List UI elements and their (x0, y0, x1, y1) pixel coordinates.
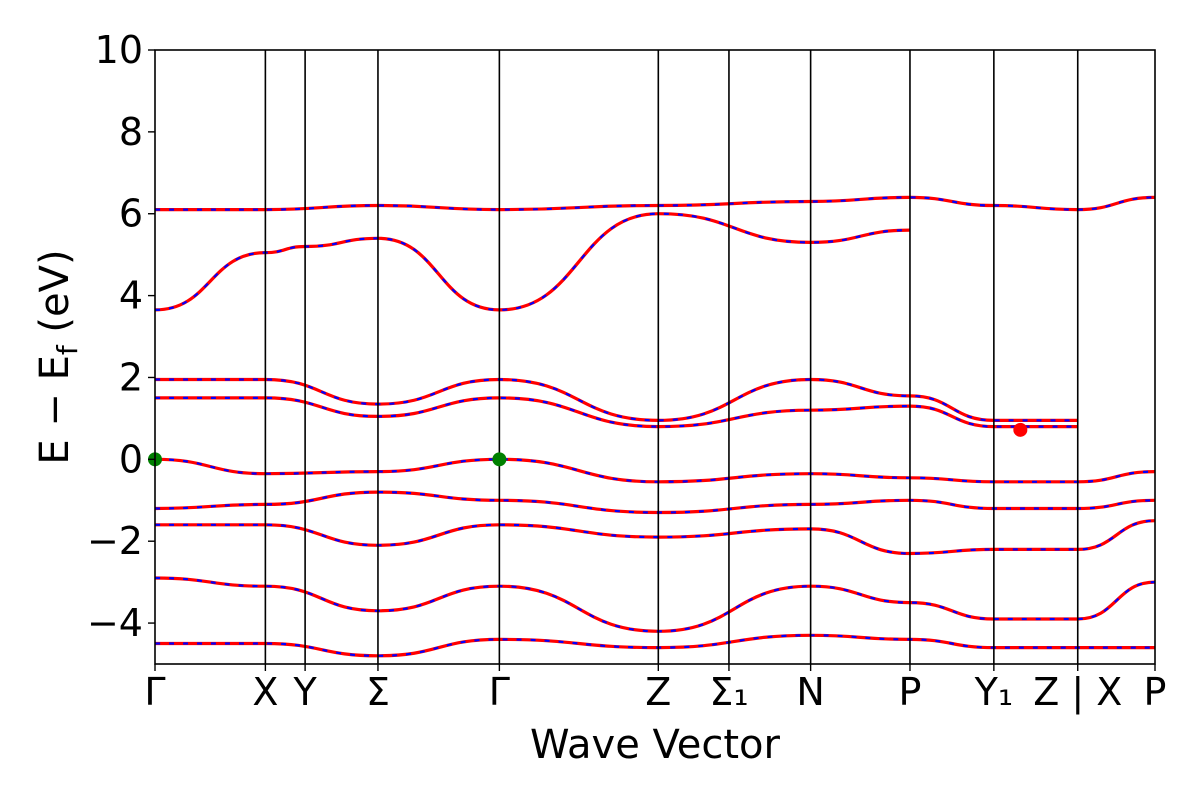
y-tick-label-7: −4 (87, 601, 143, 645)
band-spin-up-1 (155, 212, 911, 312)
bands-layer (155, 195, 1155, 658)
x-tick-label-10: Z | X (1033, 670, 1122, 715)
y-axis-title: E − Ef (eV) (32, 249, 84, 464)
y-tick-label-3: 4 (119, 274, 143, 318)
extrema-markers (148, 422, 1028, 467)
y-axis-title-sub: f (51, 344, 84, 355)
band-spin-down-3 (155, 396, 1078, 428)
y-tick-label-0: 10 (95, 28, 143, 72)
marker-cbm-2 (1013, 422, 1028, 437)
y-tick-label-4: 2 (119, 355, 143, 399)
y-tick-label-6: −2 (87, 519, 143, 563)
x-tick-label-2: Y (293, 670, 318, 714)
y-tick-label-1: 8 (119, 110, 143, 154)
x-tick-label-8: P (899, 670, 922, 714)
plot-frame (154, 49, 1156, 665)
band-spin-down-7 (155, 576, 1155, 633)
x-tick-label-7: N (796, 670, 824, 714)
band-spin-down-0 (155, 196, 1155, 211)
y-axis-ticks: 10 8 6 4 2 0 −2 −4 (87, 28, 155, 645)
x-tick-label-5: Z (645, 670, 671, 714)
band-spin-down-6 (155, 519, 1155, 555)
x-tick-label-11: P (1144, 670, 1167, 714)
x-axis-ticks: Γ X Y Σ Γ Z Σ₁ N P Y₁ Z | X P (144, 664, 1166, 715)
x-tick-label-3: Σ (366, 670, 390, 714)
high-symmetry-lines (264, 50, 1079, 664)
x-tick-label-9: Y₁ (974, 670, 1013, 714)
y-axis-title-main: E − E (32, 355, 78, 465)
x-tick-label-6: Σ₁ (709, 670, 748, 714)
x-axis-title: Wave Vector (530, 722, 781, 768)
y-tick-label-5: 0 (119, 437, 143, 481)
band-spin-down-5 (155, 490, 1155, 514)
band-spin-up-8 (155, 633, 1155, 658)
y-axis-title-unit: (eV) (32, 249, 78, 345)
x-tick-label-0: Γ (144, 670, 165, 714)
y-tick-label-2: 6 (119, 192, 143, 236)
band-spin-down-1 (155, 212, 911, 312)
band-spin-down-4 (155, 458, 1155, 483)
x-tick-label-4: Γ (489, 670, 510, 714)
x-tick-label-1: X (252, 670, 278, 714)
marker-vbm-1 (492, 452, 507, 467)
band-spin-up-2 (155, 377, 1078, 423)
